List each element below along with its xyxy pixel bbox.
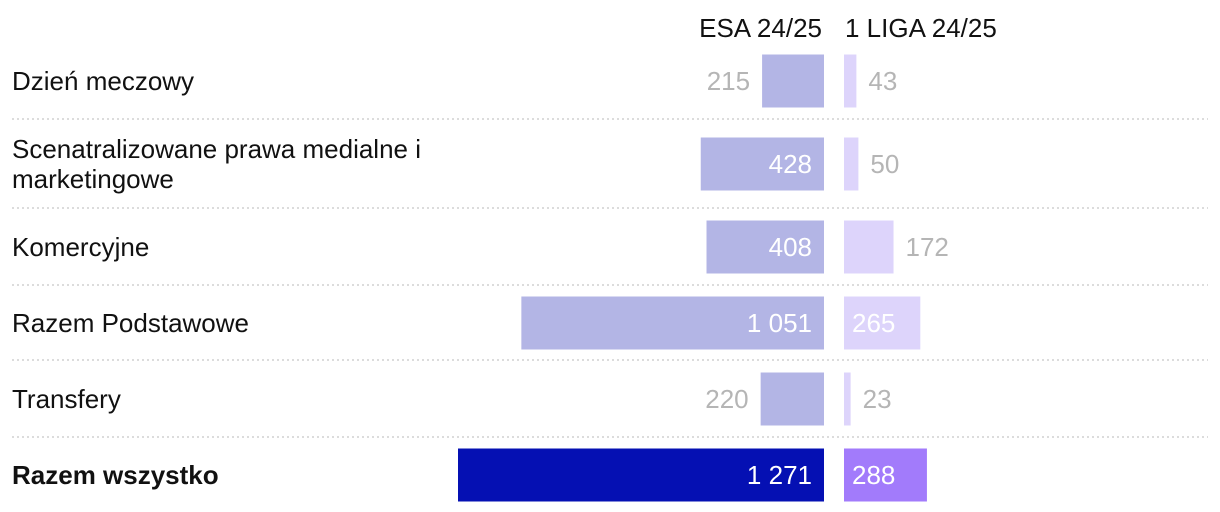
- category-label: Dzień meczowy: [12, 66, 194, 96]
- value-label-esa: 215: [707, 66, 750, 96]
- value-label-esa: 1 271: [747, 460, 812, 490]
- value-label-esa: 220: [705, 384, 748, 414]
- value-label-liga: 265: [852, 308, 895, 338]
- chart-row: Komercyjne 408 172: [12, 220, 949, 274]
- value-label-liga: 288: [852, 460, 895, 490]
- bar-esa: [700, 137, 824, 191]
- category-label-line: Razem Podstawowe: [12, 308, 249, 338]
- bar-esa: [458, 448, 824, 502]
- bar-liga: [844, 54, 857, 108]
- bar-esa: [706, 220, 824, 274]
- chart-row: Scenatralizowane prawa medialne i marketi…: [12, 134, 899, 194]
- bar-liga: [844, 296, 921, 350]
- bar-esa: [521, 296, 824, 350]
- chart-row: Razem wszystko 1 271 288: [12, 448, 927, 502]
- header-esa: ESA 24/25: [699, 13, 822, 43]
- column-headers: ESA 24/25 1 LIGA 24/25: [699, 13, 997, 43]
- value-label-esa: 428: [769, 149, 812, 179]
- bar-liga: [844, 137, 859, 191]
- category-label: Scenatralizowane prawa medialne i marketi…: [12, 134, 421, 194]
- category-label-line: Komercyjne: [12, 232, 149, 262]
- value-label-liga: 43: [868, 66, 897, 96]
- row-separators: [12, 118, 1208, 438]
- value-label-liga: 23: [863, 384, 892, 414]
- value-label-esa: 408: [769, 232, 812, 262]
- value-label-esa: 1 051: [747, 308, 812, 338]
- category-label-line: Scenatralizowane prawa medialne i: [12, 134, 421, 164]
- bar-liga: [844, 448, 927, 502]
- header-liga: 1 LIGA 24/25: [845, 13, 997, 43]
- bar-liga: [844, 372, 851, 426]
- category-label-line: Dzień meczowy: [12, 66, 194, 96]
- value-label-liga: 50: [870, 149, 899, 179]
- chart-row: Dzień meczowy 215 43: [12, 54, 897, 108]
- value-label-liga: 172: [906, 232, 949, 262]
- category-label: Razem wszystko: [12, 460, 219, 490]
- category-label: Transfery: [12, 384, 121, 414]
- category-label-line: Transfery: [12, 384, 121, 414]
- chart-row: Razem Podstawowe 1 051 265: [12, 296, 921, 350]
- category-label: Komercyjne: [12, 232, 149, 262]
- chart-row: Transfery 220 23: [12, 372, 892, 426]
- category-label-line: Razem wszystko: [12, 460, 219, 490]
- bar-esa: [762, 54, 824, 108]
- chart-rows: Dzień meczowy 215 43 Scenatralizowane prawa…: [12, 54, 949, 502]
- bar-liga: [844, 220, 894, 274]
- category-label-line: marketingowe: [12, 164, 174, 194]
- bar-esa: [760, 372, 824, 426]
- category-label: Razem Podstawowe: [12, 308, 249, 338]
